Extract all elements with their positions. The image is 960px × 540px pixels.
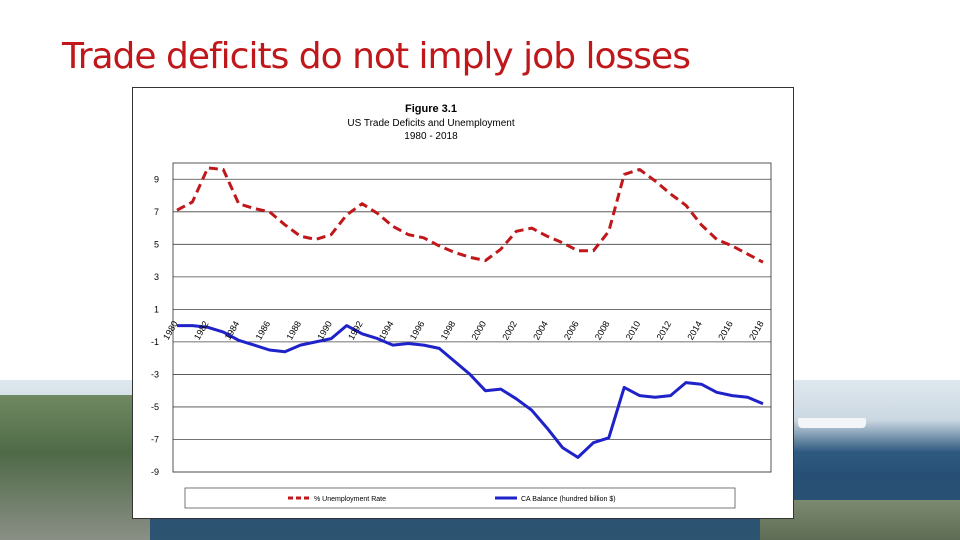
x-tick-label: 1980 <box>161 319 180 341</box>
y-tick-label: -7 <box>151 434 159 444</box>
x-axis: 1980 1982 1984 1986 1988 1990 1992 1994 1996 1998… <box>161 319 766 341</box>
line-chart: Figure 3.1 US Trade Deficits and Unemplo… <box>151 103 772 509</box>
x-tick-label: 1982 <box>192 319 211 341</box>
series-line-0 <box>176 166 764 264</box>
x-tick-label: 1986 <box>254 319 273 341</box>
y-tick-label: -5 <box>151 402 159 412</box>
background-ship <box>798 418 866 428</box>
y-tick-label: 7 <box>154 207 159 217</box>
y-tick-label: 1 <box>154 304 159 314</box>
background-hillside <box>0 395 150 540</box>
x-tick-label: 2000 <box>469 319 488 341</box>
legend-label-0: % Unemployment Rate <box>314 496 386 503</box>
y-tick-label: -9 <box>151 467 159 477</box>
x-tick-label: 1996 <box>408 319 427 341</box>
legend-entries: % Unemployment Rate CA Balance (hundred b… <box>288 496 616 503</box>
x-tick-label: 2012 <box>655 319 674 341</box>
x-tick-label: 1998 <box>439 319 458 341</box>
series-group <box>176 166 764 459</box>
x-tick-label: 2014 <box>685 319 704 341</box>
chart-panel: Figure 3.1 US Trade Deficits and Unemplo… <box>132 87 794 519</box>
legend-label-1: CA Balance (hundred billion $) <box>521 496 616 503</box>
y-tick-label: 9 <box>154 174 159 184</box>
chart-subtitle-line2: 1980 - 2018 <box>404 131 458 142</box>
x-tick-label: 1988 <box>284 319 303 341</box>
legend <box>184 487 736 509</box>
x-tick-label: 2006 <box>562 319 581 341</box>
y-tick-label: 5 <box>154 239 159 249</box>
y-tick-label: -1 <box>151 337 159 347</box>
x-tick-label: 1992 <box>346 319 365 341</box>
x-tick-label: 2008 <box>593 319 612 341</box>
series-line-1 <box>177 324 764 459</box>
y-tick-label: -3 <box>151 369 159 379</box>
x-tick-label: 2004 <box>531 319 550 341</box>
x-tick-label: 2010 <box>624 319 643 341</box>
x-tick-label: 2002 <box>500 319 519 341</box>
x-tick-label: 2016 <box>716 319 735 341</box>
chart-subtitle-line1: US Trade Deficits and Unemployment <box>347 118 515 129</box>
chart-title: Figure 3.1 <box>405 103 457 115</box>
x-tick-label: 1994 <box>377 319 396 341</box>
x-tick-label: 1984 <box>223 319 242 341</box>
x-tick-label: 2018 <box>747 319 766 341</box>
slide-title: Trade deficits do not imply job losses <box>62 36 691 77</box>
y-tick-label: 3 <box>154 272 159 282</box>
y-axis: 9 7 5 3 1 -1 -3 -5 -7 -9 <box>151 174 159 477</box>
